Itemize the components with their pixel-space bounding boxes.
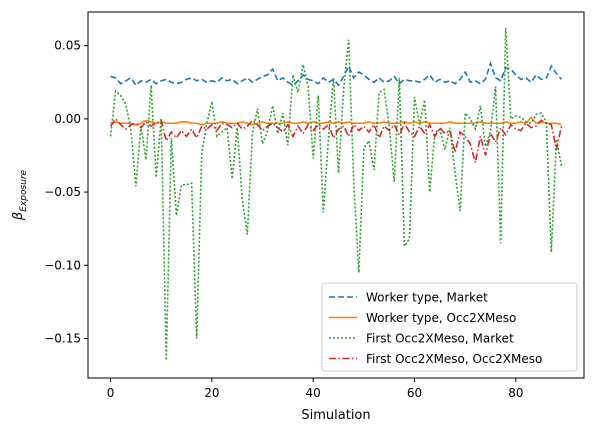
legend-label-1: Worker type, Market	[366, 291, 488, 305]
y-axis-label: βExposure	[11, 169, 29, 221]
y-tick-label: −0.10	[44, 258, 81, 272]
legend-label-4: First Occ2XMeso, Occ2XMeso	[366, 352, 542, 366]
x-tick-label: 80	[508, 386, 523, 400]
series-line-1	[111, 63, 562, 85]
x-tick-label: 0	[107, 386, 115, 400]
y-tick-label: 0.05	[54, 39, 81, 53]
legend: Worker type, Market Worker type, Occ2XMes…	[322, 283, 577, 371]
legend-label-2: Worker type, Occ2XMeso	[366, 311, 516, 325]
y-tick-label: 0.00	[54, 112, 81, 126]
y-tick-label: −0.15	[44, 331, 81, 345]
legend-label-3: First Occ2XMeso, Market	[366, 332, 514, 346]
x-axis-label: Simulation	[301, 408, 370, 423]
x-tick-label: 40	[306, 386, 321, 400]
y-axis-label-main: β	[11, 212, 26, 221]
y-axis: −0.15 −0.10 −0.05 0.00 0.05	[44, 39, 88, 346]
y-tick-label: −0.05	[44, 185, 81, 199]
y-axis-label-sub: Exposure	[19, 169, 29, 211]
x-axis: 0 20 40 60 80	[107, 378, 524, 400]
x-tick-label: 20	[204, 386, 219, 400]
x-tick-label: 60	[407, 386, 422, 400]
series-line-4	[111, 119, 562, 163]
